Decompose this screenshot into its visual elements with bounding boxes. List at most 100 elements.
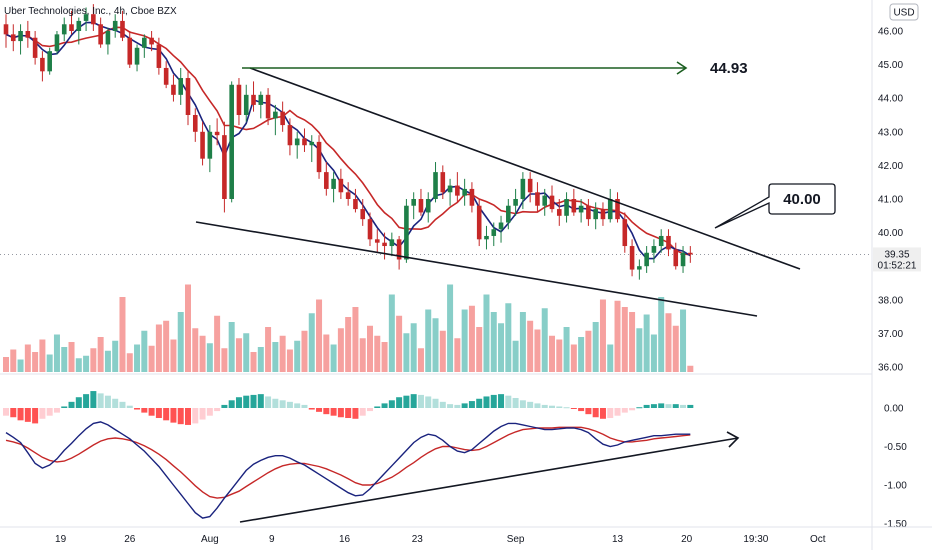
- candle: [498, 215, 504, 243]
- histogram-bar: [177, 408, 184, 425]
- candle-body: [476, 205, 482, 240]
- histogram-bar: [10, 408, 17, 418]
- histogram-bar: [687, 404, 694, 408]
- histogram-bar: [417, 394, 424, 408]
- histogram-bar: [68, 401, 75, 408]
- candle-body: [338, 178, 344, 193]
- volume-bar: [68, 342, 75, 372]
- candle: [593, 202, 598, 230]
- histogram-bar: [301, 404, 308, 408]
- candle-body: [586, 205, 591, 220]
- price-tick-label: 37.00: [878, 329, 903, 340]
- candle-body: [76, 20, 82, 31]
- time-tick-label: Sep: [507, 534, 525, 545]
- volume-bar: [294, 340, 301, 372]
- candle-body: [345, 192, 351, 199]
- histogram-bar: [119, 401, 126, 408]
- candle-body: [178, 78, 184, 95]
- time-scale[interactable]: 19 26 Aug 9 16 23 Sep 13 20 19:30 Oct: [55, 534, 826, 545]
- histogram-bar: [330, 408, 337, 416]
- candle: [112, 14, 118, 38]
- currency-label: USD: [893, 8, 914, 19]
- candle: [294, 131, 300, 159]
- histogram-bar: [308, 408, 315, 410]
- candle: [535, 182, 540, 213]
- volume-bar: [272, 342, 279, 372]
- candle: [491, 222, 497, 247]
- lower-trendline: [195, 221, 758, 317]
- candle: [309, 135, 315, 163]
- osc-tick-label: -1.00: [884, 481, 907, 492]
- currency-badge[interactable]: USD: [889, 3, 919, 21]
- histogram-bar: [454, 404, 461, 408]
- candle-body: [214, 131, 220, 136]
- candle: [258, 91, 264, 119]
- histogram-bar: [549, 405, 555, 408]
- histogram-bar: [658, 403, 665, 408]
- histogram-bar: [104, 395, 111, 408]
- candle: [673, 242, 679, 270]
- price-tick-label: 44.00: [878, 94, 903, 105]
- volume-bar: [286, 349, 293, 372]
- histogram-bar: [39, 408, 46, 419]
- candle-body: [433, 172, 438, 199]
- volume-bar: [90, 348, 97, 372]
- histogram-bar: [381, 403, 388, 408]
- candle-body: [18, 31, 23, 42]
- volume-bar: [374, 335, 381, 372]
- volume-bar: [170, 339, 177, 372]
- price-scale[interactable]: 46.00 45.00 44.00 43.00 42.00 41.00 40.00 38.00…: [878, 27, 907, 531]
- histogram-bar: [134, 408, 141, 410]
- volume-bar: [381, 342, 388, 372]
- candle: [637, 259, 642, 280]
- volume-bar: [578, 337, 585, 372]
- candle-body: [615, 199, 620, 220]
- candle: [629, 239, 635, 277]
- volume-bar: [177, 312, 184, 372]
- volume-bar: [665, 313, 672, 372]
- last-price-label: 39.35 01:52:21: [873, 247, 921, 272]
- candle-body: [556, 209, 562, 216]
- candle: [425, 192, 431, 223]
- volume-bar: [163, 320, 170, 372]
- volume-bar: [483, 294, 490, 372]
- volume-bar: [352, 307, 359, 372]
- volume-bar: [621, 307, 628, 372]
- candle-body: [411, 199, 416, 206]
- volume-bar: [468, 305, 475, 372]
- candle-body: [404, 205, 409, 260]
- histogram-bar: [221, 404, 228, 408]
- volume-bar: [337, 328, 344, 372]
- volume-bar: [592, 322, 599, 372]
- histogram-bar: [512, 397, 519, 408]
- candle: [200, 121, 205, 166]
- candle: [83, 7, 89, 31]
- time-tick-label: 23: [412, 534, 424, 545]
- candle-body: [389, 239, 395, 247]
- histogram-bar: [155, 408, 162, 419]
- candle-body: [171, 84, 176, 95]
- histogram-bar: [461, 403, 468, 408]
- candle-body: [331, 178, 336, 189]
- candle-body: [688, 252, 693, 255]
- time-tick-label: 19: [55, 534, 67, 545]
- histogram-bar: [570, 408, 577, 409]
- price-tick-label: 38.00: [878, 295, 903, 306]
- candle-body: [149, 37, 154, 45]
- candle: [607, 188, 613, 223]
- histogram-bar: [3, 408, 9, 416]
- histogram-bar: [541, 404, 548, 408]
- drawings[interactable]: 44.93 40.00: [195, 60, 836, 523]
- osc-tick-label: 0.00: [884, 404, 904, 415]
- volume-bar: [134, 344, 141, 372]
- candle-body: [527, 178, 533, 193]
- candle: [506, 199, 511, 230]
- histogram-bar: [53, 408, 60, 413]
- histogram-bar: [75, 397, 82, 408]
- histogram-bar: [432, 398, 439, 408]
- volume-bar: [585, 330, 592, 372]
- histogram-bar: [206, 408, 213, 416]
- histogram-bar: [665, 404, 672, 408]
- candle: [69, 10, 74, 35]
